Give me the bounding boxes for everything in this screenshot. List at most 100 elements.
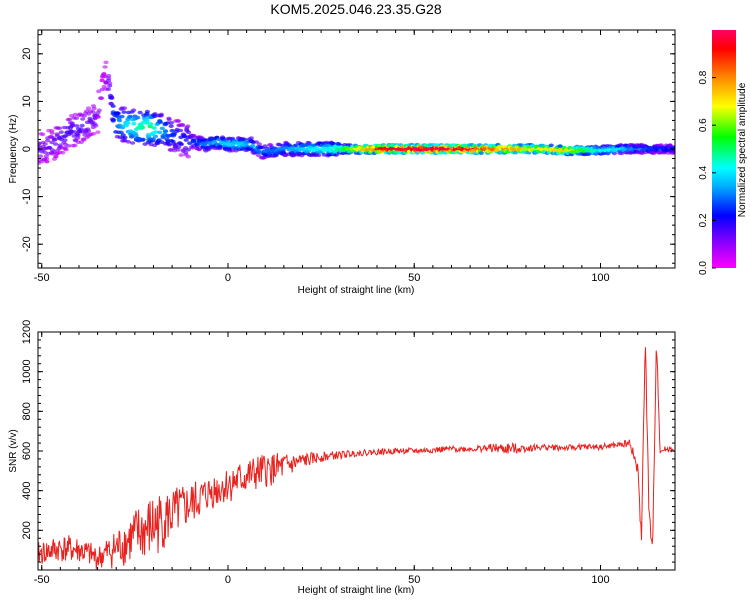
spectrogram-cell	[177, 128, 184, 133]
spectrogram-cell	[672, 150, 675, 154]
spectrogram-cell	[38, 154, 44, 158]
spectrogram-cell	[63, 147, 69, 152]
spectrogram-cell	[178, 142, 184, 147]
snr-y-label: SNR (v/v)	[8, 429, 19, 472]
spectrogram-cell	[85, 106, 92, 110]
spectrogram-cell	[548, 143, 554, 148]
spectrogram-cell	[125, 121, 131, 125]
spectrogram-cell	[42, 142, 48, 146]
spectrogram-cell	[169, 128, 175, 133]
y-tick-label: 600	[21, 442, 33, 460]
spectrogram-cell	[212, 140, 218, 144]
spectrogram-cell	[66, 144, 72, 148]
spectrogram-cell	[286, 143, 292, 147]
spectrogram-cell	[38, 132, 44, 136]
spectrogram-cell	[56, 126, 63, 130]
spectrogram-cell	[102, 65, 108, 69]
spectrogram-cell	[185, 130, 192, 135]
spectrogram-cell	[167, 148, 173, 152]
spectrogram-cell	[157, 119, 163, 124]
spectrogram-cell	[106, 74, 112, 78]
spectrogram-cell	[494, 148, 500, 153]
spectrogram-cell	[619, 151, 625, 156]
spectrogram-cell	[196, 147, 202, 152]
spectrogram-cell	[248, 136, 254, 140]
spectrogram-cell	[91, 106, 97, 111]
colorbar-tick-label: 0.6	[698, 118, 709, 132]
spectrogram-cell	[96, 108, 102, 113]
spectrogram-cell	[103, 60, 109, 65]
spectrogram-cell	[242, 137, 248, 142]
spectrogram-y-label: Frequency (Hz)	[8, 115, 19, 184]
spectrogram-cell	[178, 153, 184, 157]
spectrogram-cell	[88, 120, 94, 125]
y-tick-label: 400	[21, 481, 33, 499]
spectrogram-cell	[135, 115, 141, 120]
spectrogram-cell	[125, 117, 131, 122]
spectrogram-cell	[75, 132, 81, 136]
y-tick-label: -10	[21, 189, 33, 205]
spectrogram-cell	[53, 142, 59, 146]
spectrogram-cell	[137, 110, 143, 115]
spectrogram-cell	[148, 122, 154, 126]
spectrogram-cell	[258, 145, 264, 150]
spectrogram-cell	[106, 76, 112, 81]
x-tick-label: 100	[591, 272, 609, 284]
spectrogram-cell	[70, 123, 76, 127]
spectrogram-cell	[110, 104, 116, 108]
spectrogram-cell	[190, 139, 196, 144]
spectrogram-cell	[185, 124, 191, 128]
spectrogram-cell	[86, 112, 92, 116]
spectrogram-cell	[185, 154, 191, 159]
spectrogram-cell	[217, 146, 223, 151]
spectrogram-cell	[169, 139, 175, 143]
x-tick-label: 50	[408, 574, 420, 586]
spectrogram-cell	[90, 132, 97, 136]
spectrogram-cell	[131, 108, 137, 112]
x-tick-label: 50	[408, 272, 420, 284]
spectrogram-cell	[79, 123, 85, 128]
spectrogram-cell	[66, 117, 73, 122]
spectrogram-cell	[183, 138, 189, 142]
spectrogram-cell	[127, 114, 133, 119]
spectrogram-cell	[157, 113, 163, 118]
x-tick-label: -50	[34, 272, 50, 284]
spectrogram-cell	[122, 135, 128, 140]
spectrogram-cell	[658, 143, 664, 147]
spectrogram-cell	[168, 124, 174, 128]
spectrogram-data	[38, 60, 675, 165]
spectrogram-cell	[157, 130, 163, 135]
spectrogram-cell	[119, 114, 125, 119]
y-tick-label: -20	[21, 236, 33, 252]
spectrogram-cell	[45, 138, 51, 143]
spectrogram-cell	[53, 155, 59, 159]
spectrogram-x-label: Height of straight line (km)	[298, 285, 415, 296]
spectrogram-cell	[151, 126, 157, 130]
spectrogram-cell	[90, 110, 96, 114]
y-tick-label: 20	[21, 48, 33, 60]
spectrogram-cell	[93, 124, 99, 128]
spectrogram-cell	[280, 150, 286, 155]
spectrogram-cell	[121, 106, 128, 110]
spectrogram-cell	[176, 119, 182, 123]
spectrogram-cell	[72, 143, 78, 148]
spectrogram-cell	[44, 156, 50, 161]
spectrogram-cell	[291, 152, 297, 157]
spectrogram-cell	[105, 87, 111, 91]
spectrogram-cell	[170, 132, 176, 136]
spectrogram-cell	[99, 78, 105, 83]
spectrogram-cell	[190, 134, 197, 139]
spectrogram-cell	[229, 148, 235, 153]
spectrogram-cell	[110, 117, 116, 122]
spectrogram-cell	[256, 142, 262, 146]
spectrogram-cell	[557, 144, 563, 148]
colorbar-tick-label: 0.2	[698, 213, 709, 227]
spectrogram-cell	[152, 134, 159, 139]
spectrogram-cell	[140, 138, 146, 142]
colorbar: 0.0 0.2 0.4 0.6 0.8 Normalized spectral ampl…	[698, 30, 748, 275]
spectrogram-cell	[85, 127, 91, 131]
spectrogram-cell	[316, 153, 322, 158]
spectrogram-cell	[81, 114, 87, 118]
spectrogram-cell	[133, 133, 139, 138]
x-tick-label: -50	[34, 574, 50, 586]
